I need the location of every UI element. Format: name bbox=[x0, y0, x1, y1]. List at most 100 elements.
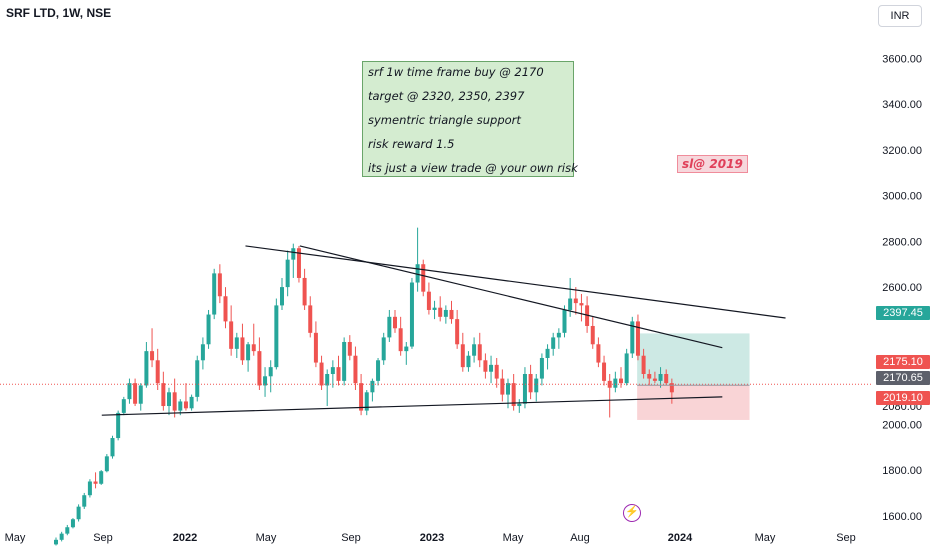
candle bbox=[409, 277, 414, 349]
candle bbox=[539, 353, 544, 386]
candle-body bbox=[144, 351, 149, 386]
candle-body bbox=[93, 481, 98, 484]
candle-body bbox=[517, 403, 522, 407]
candle-body bbox=[404, 346, 409, 352]
candle-body bbox=[116, 412, 121, 439]
candle-body bbox=[87, 481, 92, 496]
candle-body bbox=[370, 380, 375, 393]
candle-body bbox=[138, 385, 143, 404]
candle-body bbox=[579, 303, 584, 306]
candle bbox=[506, 378, 510, 409]
y-axis-tick-label: 1600.00 bbox=[882, 511, 922, 523]
candle bbox=[551, 332, 556, 356]
candle-body bbox=[65, 527, 70, 534]
candle bbox=[274, 298, 279, 370]
candle bbox=[54, 537, 58, 546]
candle bbox=[381, 332, 386, 365]
candle bbox=[280, 277, 284, 310]
entry-price-tag: 2170.65 bbox=[876, 371, 930, 385]
candle bbox=[251, 323, 256, 356]
candle bbox=[472, 337, 477, 363]
candle bbox=[200, 337, 205, 370]
candle bbox=[483, 353, 488, 379]
candle bbox=[347, 335, 352, 361]
candle bbox=[590, 316, 595, 349]
candle bbox=[285, 250, 290, 297]
candle bbox=[579, 293, 584, 322]
candle-body bbox=[624, 353, 629, 384]
candle-body bbox=[59, 533, 64, 540]
candle bbox=[573, 287, 578, 315]
candle-body bbox=[302, 277, 307, 306]
candle-body bbox=[483, 360, 488, 372]
candle-body bbox=[568, 298, 573, 310]
candle-body bbox=[602, 362, 607, 381]
candle-body bbox=[398, 328, 403, 352]
candle bbox=[138, 383, 143, 411]
candle bbox=[296, 245, 301, 283]
candle-body bbox=[500, 378, 505, 395]
candle bbox=[489, 355, 494, 384]
candle bbox=[449, 300, 454, 324]
candle-body bbox=[545, 348, 550, 358]
candle bbox=[150, 328, 155, 368]
x-axis-tick-label: May bbox=[5, 532, 26, 544]
candle-body bbox=[336, 367, 341, 381]
candle-body bbox=[161, 383, 166, 407]
candle-body bbox=[387, 316, 392, 338]
candle-body bbox=[381, 337, 386, 361]
lightning-bolt-icon[interactable]: ⚡ bbox=[623, 504, 641, 522]
candle bbox=[404, 341, 409, 365]
trendline bbox=[101, 396, 723, 416]
candle-body bbox=[489, 364, 494, 372]
candle-body bbox=[167, 392, 171, 407]
annotation-note[interactable]: srf 1w time frame buy @ 2170 target @ 23… bbox=[362, 61, 578, 177]
annotation-line: symentric triangle support bbox=[368, 113, 521, 127]
stop-price-tag: 2019.10 bbox=[876, 391, 930, 405]
candle bbox=[635, 314, 640, 361]
candle-body bbox=[641, 355, 646, 375]
candle-body bbox=[99, 471, 104, 484]
candle bbox=[359, 374, 364, 416]
candle-body bbox=[195, 360, 200, 397]
candle-body bbox=[234, 337, 239, 349]
candle bbox=[342, 337, 347, 386]
stop-loss-label[interactable]: sl@ 2019 bbox=[677, 155, 748, 173]
candle bbox=[183, 383, 188, 411]
candle-body bbox=[189, 396, 194, 409]
candle bbox=[562, 305, 567, 338]
candle-body bbox=[664, 374, 669, 384]
candle bbox=[234, 332, 239, 358]
candle-body bbox=[217, 273, 222, 297]
candle bbox=[534, 374, 539, 402]
candle-body bbox=[155, 360, 160, 384]
candle-body bbox=[212, 273, 217, 315]
candle-body bbox=[539, 357, 544, 379]
candle-body bbox=[432, 307, 437, 310]
candle-body bbox=[376, 360, 381, 381]
candle bbox=[144, 341, 149, 388]
candle-body bbox=[104, 456, 109, 472]
candle-body bbox=[308, 305, 313, 333]
candle bbox=[500, 369, 505, 402]
candle-body bbox=[364, 392, 369, 411]
candle bbox=[664, 369, 669, 386]
candle bbox=[556, 328, 561, 349]
candle-body bbox=[409, 282, 414, 347]
x-axis-tick-label: 2023 bbox=[420, 532, 444, 544]
y-axis-tick-label: 2800.00 bbox=[882, 236, 922, 248]
candle bbox=[545, 344, 550, 370]
y-axis-tick-label: 3600.00 bbox=[882, 53, 922, 65]
candle bbox=[257, 337, 262, 391]
last-price-tag: 2175.10 bbox=[876, 355, 930, 369]
annotation-line: its just a view trade @ your own risk bbox=[368, 161, 578, 175]
candle-body bbox=[54, 539, 58, 545]
candle bbox=[330, 360, 335, 388]
candle-body bbox=[528, 374, 533, 393]
candle-body bbox=[274, 305, 279, 368]
currency-button[interactable]: INR bbox=[878, 5, 922, 27]
candle bbox=[432, 300, 437, 320]
candle-body bbox=[421, 264, 426, 292]
candle bbox=[393, 309, 397, 333]
